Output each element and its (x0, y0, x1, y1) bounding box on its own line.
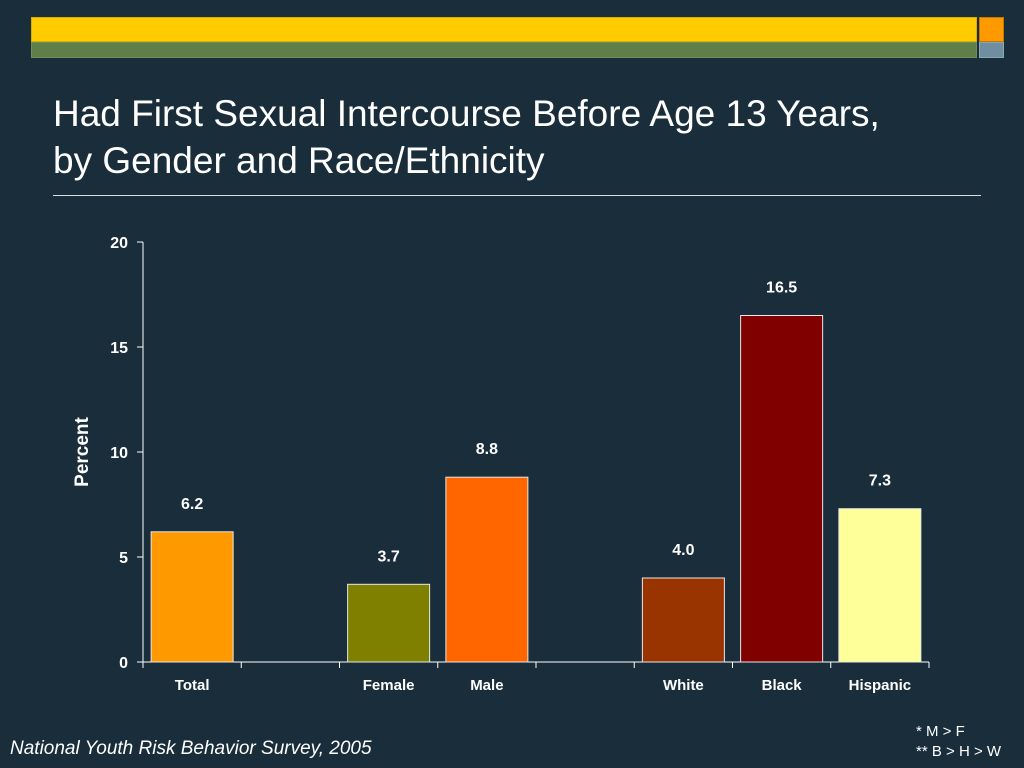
x-tick-label-black: Black (762, 677, 803, 694)
y-tick-label: 10 (110, 445, 128, 462)
bar-hispanic (838, 508, 922, 663)
value-label-hispanic: 7.3 (869, 473, 891, 490)
x-tick-label-white: White (663, 677, 704, 694)
note-race: ** B > H > W (916, 743, 1002, 760)
bar-white (641, 577, 725, 663)
title-divider (53, 195, 981, 196)
value-label-white: 4.0 (672, 542, 694, 559)
header-band-yellow (31, 17, 977, 42)
x-tick-label-male: Male (470, 677, 503, 694)
bar-female (347, 583, 431, 663)
header-square-slate (979, 42, 1004, 58)
value-label-female: 3.7 (378, 548, 400, 565)
y-tick-label: 0 (119, 655, 128, 672)
y-tick-label: 15 (110, 340, 128, 357)
x-tick-label-hispanic: Hispanic (849, 677, 912, 694)
value-label-male: 8.8 (476, 441, 498, 458)
bar-male (445, 476, 529, 663)
x-tick-label-total: Total (175, 677, 210, 694)
slide-title: Had First Sexual Intercourse Before Age … (53, 90, 993, 184)
bar-black (740, 315, 824, 663)
source-citation: National Youth Risk Behavior Survey, 200… (10, 738, 372, 759)
value-label-black: 16.5 (766, 280, 797, 297)
value-label-total: 6.2 (181, 496, 203, 513)
note-gender: * M > F (916, 723, 965, 740)
y-tick-label: 5 (119, 550, 128, 567)
y-tick-label: 20 (110, 235, 128, 252)
bar-total (150, 531, 234, 663)
y-axis-label: Percent (72, 416, 93, 486)
header-band-green (31, 42, 977, 58)
significance-notes: * M > F ** B > H > W (916, 722, 1001, 762)
slide-title-line1: Had First Sexual Intercourse Before Age … (53, 93, 880, 134)
slide-title-line2: by Gender and Race/Ethnicity (53, 140, 545, 181)
x-tick-label-female: Female (363, 677, 415, 694)
header-square-orange (979, 17, 1004, 42)
